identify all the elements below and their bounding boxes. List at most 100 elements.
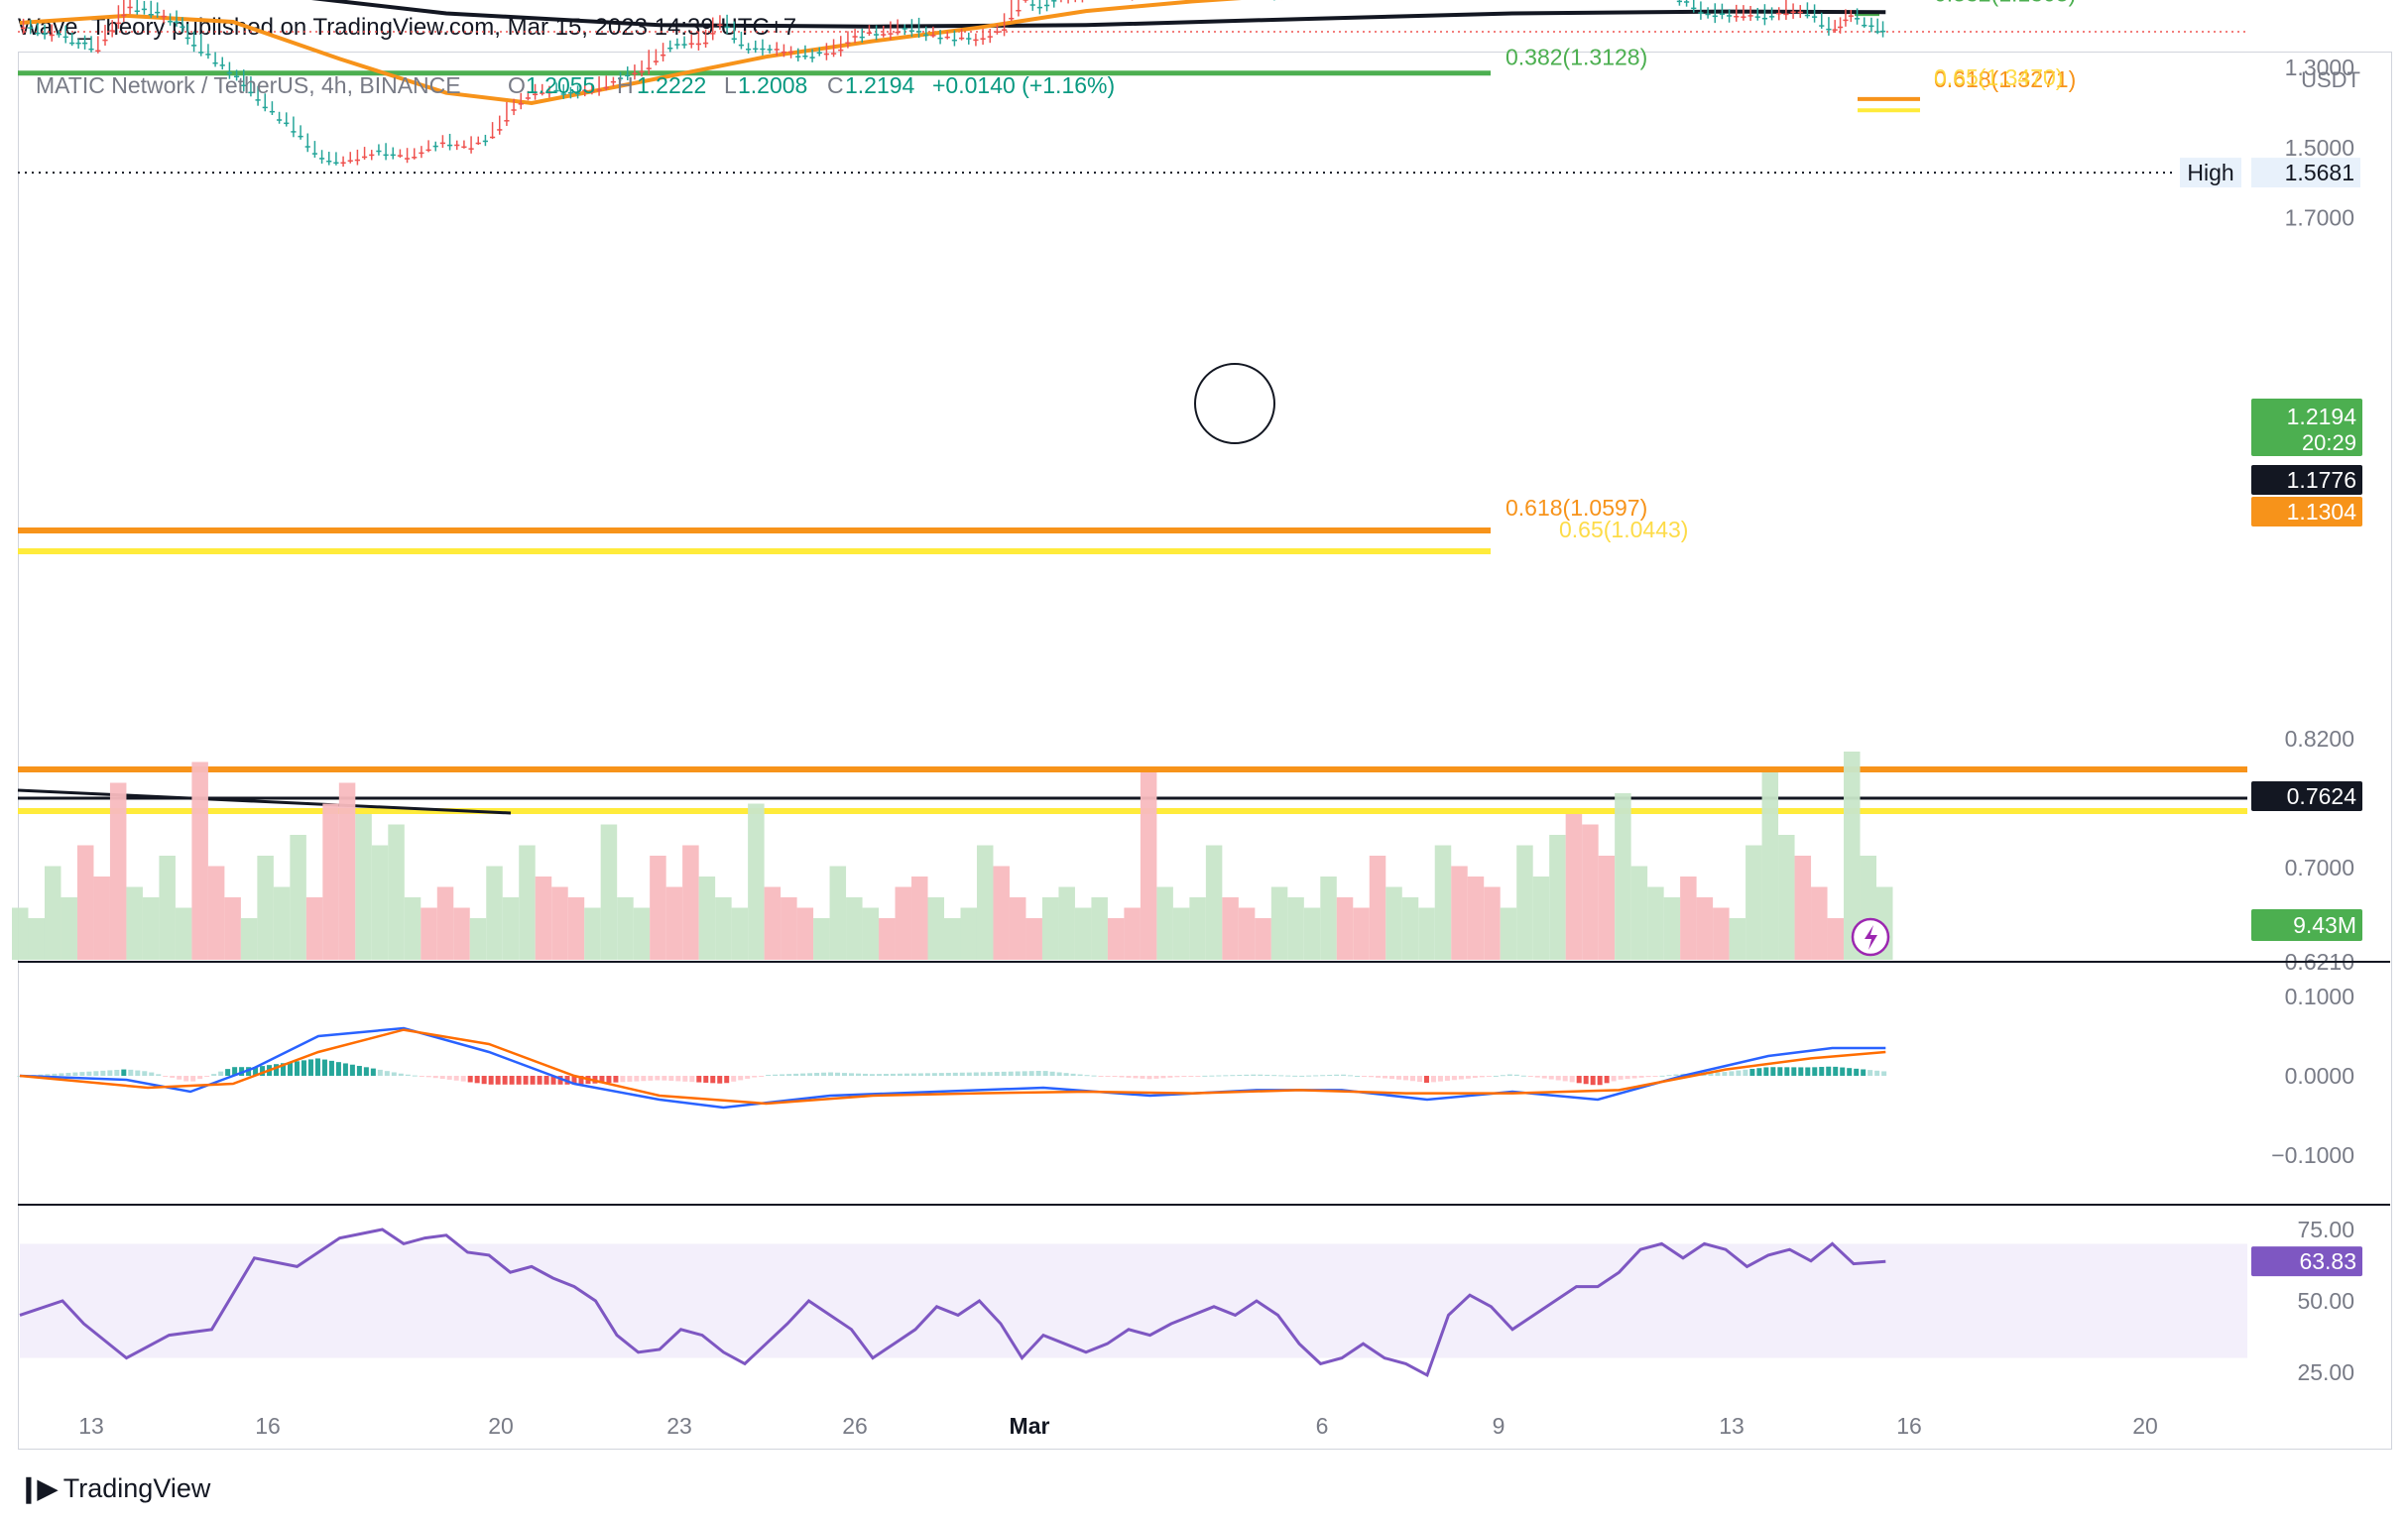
volume-pane: 9.43M: [12, 752, 2362, 960]
candle-body: [802, 56, 808, 58]
price-pane: High1.5681Low0.94260.382(1.3128)0.382(1.…: [17, 0, 2362, 815]
candle-body: [276, 119, 283, 121]
macd-histogram-bar: [814, 1073, 820, 1076]
volume-bar: [1140, 772, 1157, 960]
macd-histogram-bar: [419, 1076, 424, 1077]
candle-body: [161, 15, 167, 18]
price-unit-label: USDT: [2301, 67, 2360, 92]
volume-bar: [1467, 877, 1485, 960]
macd-histogram-bar: [1091, 1075, 1097, 1077]
candle-body: [75, 42, 81, 45]
macd-histogram-bar: [335, 1062, 341, 1076]
macd-histogram-bar: [1854, 1068, 1860, 1076]
chart-frame[interactable]: [18, 52, 2392, 1450]
candle-body: [446, 144, 453, 147]
macd-histogram-bar: [952, 1072, 958, 1076]
macd-histogram-bar: [668, 1076, 674, 1082]
volume-bar: [960, 907, 977, 960]
time-tick-label: 23: [666, 1413, 692, 1439]
macd-histogram-bar: [114, 1069, 120, 1076]
macd-histogram-bar: [1611, 1076, 1617, 1082]
macd-histogram-bar: [1722, 1072, 1728, 1076]
volume-bar: [1058, 886, 1075, 960]
macd-histogram-bar: [1416, 1076, 1422, 1083]
fib-065-target-label: 0.65(1.3470): [1934, 64, 2063, 90]
candle-body: [69, 42, 75, 45]
candle-body: [1747, 15, 1753, 17]
candle-body: [255, 99, 261, 101]
macd-histogram-bar: [924, 1073, 930, 1076]
price-tick-label: 1.3000: [2285, 55, 2354, 80]
macd-histogram-bar: [523, 1076, 529, 1085]
macd-histogram-bar: [1659, 1075, 1665, 1077]
macd-histogram-bar: [1812, 1067, 1818, 1076]
macd-histogram-bar: [1202, 1075, 1208, 1077]
candle-body: [823, 53, 830, 56]
macd-histogram-bar: [1389, 1076, 1395, 1080]
macd-histogram-bar: [1631, 1076, 1637, 1079]
footer-brand[interactable]: ❙▶ TradingView: [18, 1473, 210, 1504]
macd-histogram-bar: [321, 1059, 327, 1076]
candle-body: [318, 158, 325, 160]
volume-bar: [142, 897, 160, 960]
chart-canvas[interactable]: High1.5681Low0.94260.382(1.3128)0.382(1.…: [0, 0, 2408, 1467]
candle-body: [1036, 6, 1043, 9]
macd-histogram-bar: [613, 1076, 619, 1083]
volume-bar: [879, 918, 896, 960]
volume-bar: [1270, 886, 1288, 960]
macd-histogram-bar: [246, 1067, 252, 1076]
volume-bar: [519, 845, 536, 960]
macd-histogram-bar: [398, 1073, 404, 1076]
time-tick-label: Mar: [1010, 1413, 1050, 1439]
volume-bar: [290, 835, 306, 960]
candle-body: [212, 61, 218, 64]
candle-body: [468, 148, 474, 150]
candle-body: [497, 129, 503, 131]
macd-histogram-bar: [1271, 1075, 1277, 1077]
macd-histogram-bar: [1583, 1076, 1589, 1085]
macd-histogram-bar: [1258, 1074, 1264, 1076]
candle-body: [596, 89, 602, 91]
candle-body: [717, 24, 723, 27]
volume-bar: [175, 907, 192, 960]
rsi-pane: 75.00 50.00 25.00 63.83: [19, 1217, 2362, 1385]
symbol-title: MATIC Network / TetherUS, 4h, BINANCE: [36, 72, 461, 98]
volume-bar: [322, 803, 339, 960]
candle-body: [81, 42, 88, 45]
volume-bar: [1582, 824, 1599, 960]
candle-body: [205, 54, 211, 56]
candle-body: [404, 158, 411, 160]
candle-body: [304, 146, 310, 148]
macd-histogram-bar: [356, 1066, 362, 1076]
macd-histogram-bar: [1486, 1076, 1492, 1077]
candle-body: [461, 146, 467, 149]
macd-histogram-bar: [627, 1076, 633, 1082]
macd-histogram-bar: [1313, 1075, 1319, 1077]
price-tick-label: 0.7000: [2285, 855, 2354, 880]
candle-body: [951, 39, 958, 42]
volume-bar: [1385, 886, 1402, 960]
macd-histogram-bar: [301, 1060, 306, 1076]
macd-histogram-bar: [65, 1072, 71, 1076]
price-badge: [2251, 781, 2362, 811]
volume-bar: [600, 824, 618, 960]
volume-bar: [273, 886, 291, 960]
macd-histogram-bar: [1451, 1076, 1457, 1081]
macd-histogram-bar: [1251, 1074, 1257, 1076]
macd-histogram-bar: [1715, 1072, 1721, 1076]
volume-bar: [1156, 886, 1173, 960]
volume-bar: [1172, 907, 1190, 960]
volume-bar: [1844, 752, 1861, 960]
volume-bar: [1630, 866, 1648, 960]
candle-body: [1790, 11, 1796, 13]
macd-histogram-bar: [1022, 1071, 1027, 1076]
candle-body: [908, 30, 915, 32]
candle-body: [1832, 29, 1838, 31]
candle-body: [639, 70, 645, 73]
candle-body: [262, 106, 268, 109]
macd-histogram-bar: [1749, 1069, 1755, 1076]
candle-body: [660, 54, 666, 57]
volume-bar: [1565, 814, 1583, 960]
rsi-tick-label: 50.00: [2297, 1288, 2354, 1314]
macd-histogram-bar: [862, 1073, 868, 1076]
